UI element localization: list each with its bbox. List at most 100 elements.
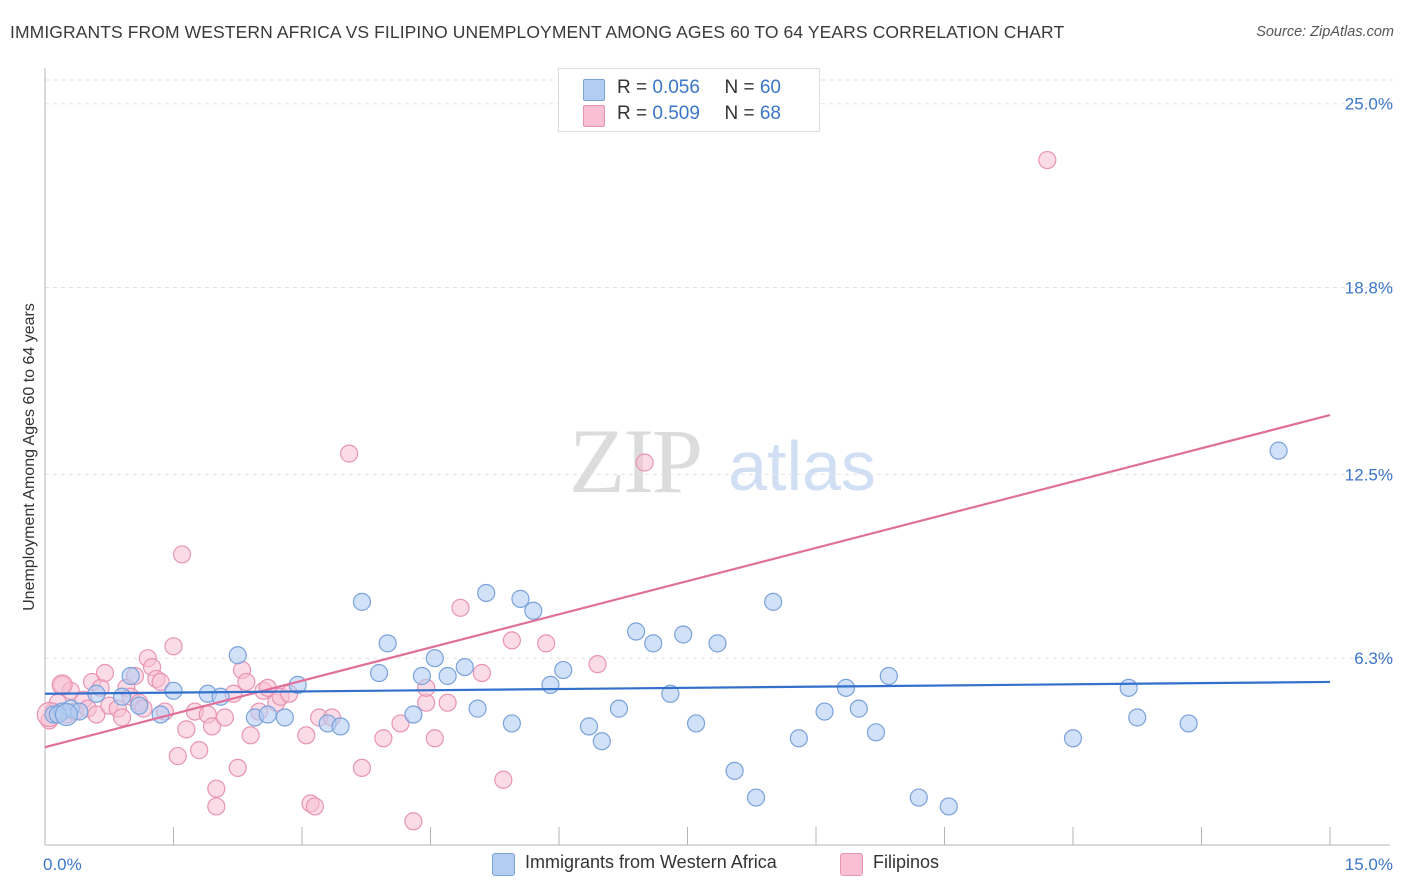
- western-africa-point: [477, 583, 496, 603]
- legend-swatch-blue: [583, 79, 605, 101]
- r-value: 0.056: [652, 77, 700, 98]
- filipinos-point: [207, 797, 226, 816]
- filipinos-point: [374, 729, 393, 748]
- filipinos-point: [425, 729, 444, 748]
- western-africa-point: [412, 666, 432, 686]
- filipinos-point: [241, 726, 260, 745]
- western-africa-point: [130, 696, 149, 715]
- filipinos-point: [215, 708, 234, 727]
- western-africa-point: [258, 705, 277, 724]
- western-africa-point: [370, 663, 389, 683]
- filipinos-point: [168, 746, 187, 766]
- filipinos-point: [87, 705, 106, 724]
- filipinos-point: [177, 720, 196, 739]
- western-africa-point: [541, 675, 560, 694]
- western-africa-trend-line: [44, 680, 1331, 695]
- filipinos-point: [588, 655, 607, 674]
- filipinos-point: [305, 797, 324, 816]
- western-africa-point: [725, 761, 744, 780]
- n-value: 68: [759, 103, 781, 124]
- n-label: N =: [724, 77, 760, 98]
- western-africa-point: [164, 681, 183, 700]
- watermark-zip: ZIP: [569, 410, 701, 512]
- western-africa-point: [1179, 714, 1198, 733]
- x-tick-labels: 0.0% 15.0%: [43, 855, 1393, 874]
- filipinos-point: [51, 674, 73, 696]
- western-africa-point: [121, 666, 140, 686]
- western-africa-point: [815, 702, 834, 721]
- legend-swatch-blue: [492, 853, 515, 876]
- western-africa-point: [1128, 708, 1147, 727]
- western-africa-point: [626, 622, 646, 641]
- western-africa-point: [674, 625, 693, 644]
- x-tick-label: 15.0%: [1345, 855, 1393, 874]
- western-africa-point: [879, 666, 898, 686]
- western-africa-point: [789, 729, 808, 748]
- y-tick-label: 12.5%: [1345, 465, 1393, 484]
- stats-text: R = 0.056 N = 60: [617, 77, 781, 99]
- western-africa-point: [866, 723, 886, 742]
- watermark-atlas: atlas: [728, 427, 876, 505]
- western-africa-point: [524, 601, 543, 620]
- western-africa-point: [849, 699, 868, 718]
- grid-lines: [45, 79, 1395, 659]
- western-africa-point: [644, 634, 663, 653]
- filipinos-point: [202, 717, 222, 736]
- n-value: 60: [759, 77, 781, 98]
- legend-label: Filipinos: [873, 852, 940, 872]
- western-africa-point: [1119, 678, 1138, 697]
- trend-lines: [44, 413, 1331, 749]
- western-africa-point: [275, 708, 294, 727]
- filipinos-point: [537, 634, 556, 653]
- filipinos-point: [352, 758, 372, 778]
- filipinos-point: [404, 812, 423, 831]
- y-tick-label: 6.3%: [1354, 649, 1393, 668]
- r-label: R =: [617, 103, 653, 124]
- y-tick-label: 18.8%: [1345, 279, 1393, 298]
- western-africa-point: [764, 592, 783, 611]
- source-credit: Source: ZipAtlas.com: [1256, 24, 1394, 40]
- western-africa-point: [939, 797, 958, 816]
- western-africa-point: [468, 699, 487, 718]
- r-label: R =: [617, 77, 653, 98]
- filipinos-point: [635, 453, 654, 472]
- y-tick-label: 25.0%: [1345, 95, 1393, 114]
- legend-label: Immigrants from Western Africa: [525, 852, 777, 872]
- western-africa-point: [686, 714, 706, 733]
- filipinos-point: [207, 779, 226, 798]
- watermark: ZIP atlas: [569, 410, 876, 512]
- filipinos-points: [36, 150, 1057, 831]
- western-africa-point: [554, 660, 573, 680]
- western-africa-point: [54, 702, 79, 727]
- filipinos-point: [237, 672, 256, 692]
- filipinos-point: [451, 598, 470, 617]
- axes: [44, 68, 1390, 846]
- filipinos-point: [297, 726, 316, 745]
- filipinos-point: [172, 545, 192, 564]
- filipinos-point: [95, 663, 115, 683]
- legend-swatch-pink: [840, 853, 863, 876]
- western-africa-point: [1269, 441, 1288, 460]
- western-africa-point: [404, 705, 423, 724]
- filipinos-point: [438, 693, 457, 712]
- western-africa-point: [425, 649, 444, 668]
- western-africa-point: [378, 634, 397, 653]
- western-africa-point: [746, 788, 766, 807]
- filipinos-point: [164, 637, 183, 656]
- filipinos-point: [1038, 150, 1057, 170]
- legend-swatch-pink: [583, 105, 605, 127]
- filipinos-point: [472, 663, 491, 683]
- chart-title: IMMIGRANTS FROM WESTERN AFRICA VS FILIPI…: [10, 22, 1065, 42]
- western-africa-point: [112, 687, 132, 706]
- filipinos-point: [494, 770, 513, 789]
- stats-text: R = 0.509 N = 68: [617, 103, 781, 125]
- western-africa-point: [352, 592, 372, 611]
- filipinos-point: [340, 444, 359, 463]
- western-africa-point: [502, 714, 521, 733]
- western-africa-point: [511, 589, 530, 608]
- y-tick-labels: 6.3% 12.5% 18.8% 25.0%: [1345, 95, 1393, 668]
- filipinos-point: [151, 672, 170, 692]
- western-africa-points: [44, 441, 1288, 816]
- western-africa-point: [228, 646, 247, 665]
- western-africa-point: [331, 717, 350, 736]
